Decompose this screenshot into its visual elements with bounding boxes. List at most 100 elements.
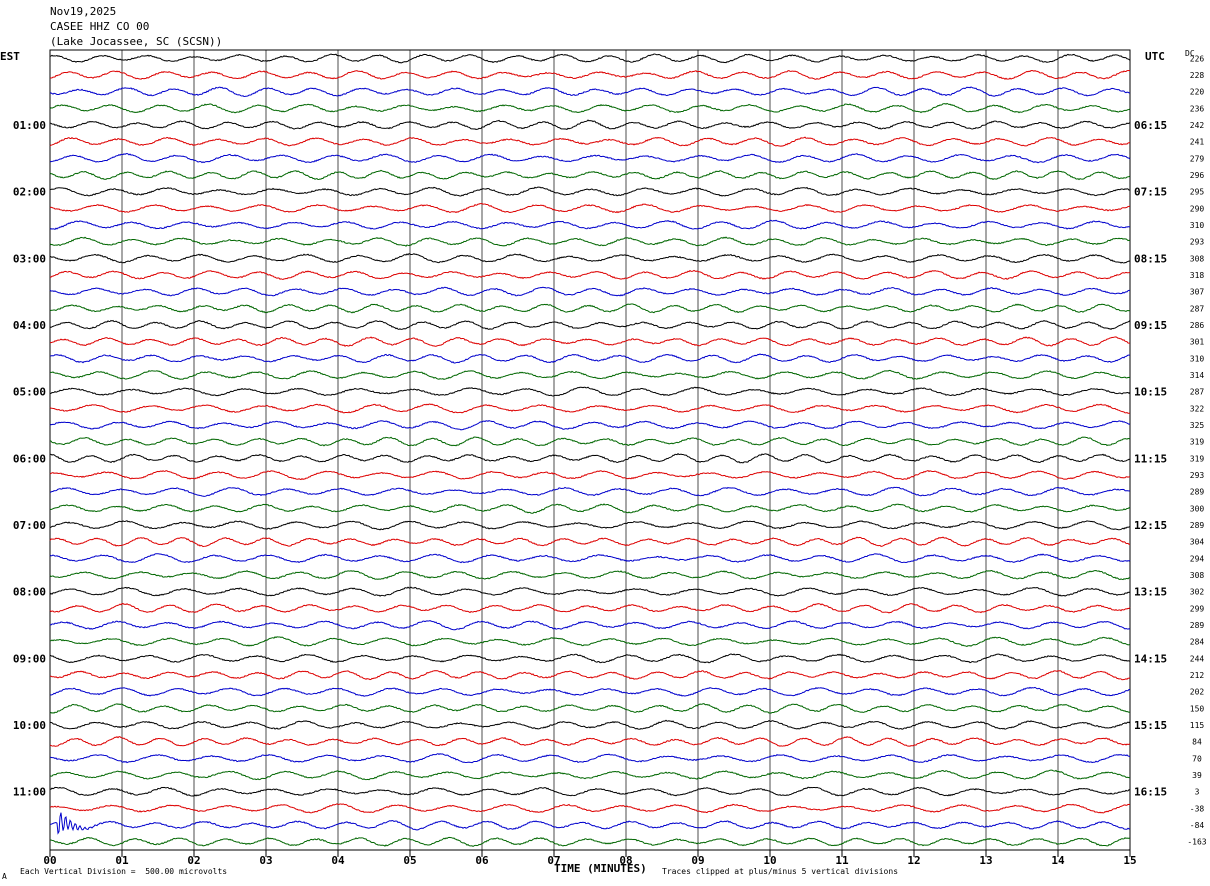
trace-row-9 [49, 203, 1131, 214]
right-hour-label-1: 07:15 [1134, 186, 1167, 199]
dc-value-37: 212 [1190, 671, 1205, 680]
trace-row-23 [49, 436, 1131, 447]
dc-value-46: -84 [1190, 821, 1205, 830]
scale-note: Each Vertical Division = 500.00 microvol… [20, 867, 228, 876]
dc-value-16: 286 [1190, 321, 1205, 330]
trace-row-18 [49, 353, 1131, 364]
left-hour-label-3: 04:00 [13, 319, 46, 332]
dc-label: DC [1185, 49, 1195, 58]
right-hour-label-5: 11:15 [1134, 452, 1167, 465]
right-hour-label-7: 13:15 [1134, 586, 1167, 599]
trace-row-17 [49, 336, 1131, 347]
trace-row-2 [49, 86, 1131, 97]
dc-value-43: 39 [1192, 771, 1202, 780]
dc-value-11: 293 [1190, 238, 1205, 247]
right-hour-label-2: 08:15 [1134, 252, 1167, 265]
header-location: (Lake Jocassee, SC (SCSN)) [50, 35, 223, 48]
trace-row-37 [49, 670, 1131, 681]
left-hour-label-6: 07:00 [13, 519, 46, 532]
dc-value-44: 3 [1195, 788, 1200, 797]
trace-row-16 [49, 319, 1131, 331]
x-tick-label-03: 03 [259, 854, 272, 867]
dc-value-15: 287 [1190, 304, 1205, 313]
trace-row-28 [49, 520, 1131, 531]
trace-row-15 [49, 303, 1131, 314]
dc-value-27: 300 [1190, 504, 1205, 513]
dc-value-25: 293 [1190, 471, 1205, 480]
dc-value-30: 294 [1190, 554, 1205, 563]
left-hour-label-9: 10:00 [13, 719, 46, 732]
dc-value-29: 304 [1190, 538, 1205, 547]
trace-row-45 [49, 803, 1131, 814]
corner-mark: A [2, 872, 7, 881]
x-tick-label-05: 05 [403, 854, 416, 867]
trace-row-42 [49, 753, 1131, 764]
trace-row-5 [49, 136, 1131, 147]
left-hour-label-4: 05:00 [13, 386, 46, 399]
left-hour-label-0: 01:00 [13, 119, 46, 132]
dc-value-17: 301 [1190, 338, 1205, 347]
x-tick-label-09: 09 [691, 854, 704, 867]
trace-row-44 [49, 786, 1131, 797]
trace-row-32 [49, 586, 1131, 597]
x-tick-label-13: 13 [979, 854, 992, 867]
trace-row-8 [49, 186, 1131, 197]
x-tick-label-00: 00 [43, 854, 56, 867]
left-hour-label-7: 08:00 [13, 586, 46, 599]
trace-row-30 [49, 553, 1131, 564]
dc-value-22: 325 [1190, 421, 1205, 430]
trace-row-13 [49, 269, 1131, 280]
trace-row-21 [49, 403, 1131, 414]
right-hour-label-8: 14:15 [1134, 652, 1167, 665]
dc-value-33: 299 [1190, 604, 1205, 613]
dc-value-32: 302 [1190, 588, 1205, 597]
trace-row-39 [49, 703, 1131, 714]
trace-row-25 [49, 469, 1131, 481]
trace-row-29 [49, 536, 1131, 548]
trace-row-35 [49, 636, 1131, 647]
trace-row-4 [49, 119, 1131, 130]
trace-row-27 [49, 503, 1131, 514]
header-date: Nov19,2025 [50, 5, 117, 18]
trace-row-26 [49, 486, 1131, 497]
x-tick-label-11: 11 [835, 854, 849, 867]
trace-row-34 [49, 620, 1131, 631]
dc-value-4: 242 [1190, 121, 1205, 130]
dc-value-12: 308 [1190, 254, 1205, 263]
right-hour-label-9: 15:15 [1134, 719, 1167, 732]
trace-row-10 [49, 219, 1131, 230]
left-hour-label-10: 11:00 [13, 786, 46, 799]
left-timezone-label: EST [0, 50, 20, 63]
dc-value-39: 150 [1190, 704, 1205, 713]
dc-value-28: 289 [1190, 521, 1205, 530]
x-tick-label-12: 12 [907, 854, 920, 867]
right-hour-label-6: 12:15 [1134, 519, 1167, 532]
dc-value-42: 70 [1192, 754, 1202, 763]
dc-value-10: 310 [1190, 221, 1205, 230]
trace-row-40 [49, 719, 1131, 730]
trace-row-3 [49, 102, 1131, 114]
dc-value-26: 289 [1190, 488, 1205, 497]
x-tick-label-15: 15 [1123, 854, 1136, 867]
dc-value-14: 307 [1190, 288, 1205, 297]
dc-value-5: 241 [1190, 138, 1205, 147]
trace-row-22 [49, 420, 1131, 431]
dc-value-31: 308 [1190, 571, 1205, 580]
dc-value-23: 319 [1190, 438, 1205, 447]
dc-value-0: 226 [1190, 54, 1205, 63]
dc-value-21: 322 [1190, 404, 1205, 413]
x-tick-label-04: 04 [331, 854, 345, 867]
x-tick-label-08: 08 [619, 854, 632, 867]
trace-row-6 [49, 153, 1131, 164]
trace-row-43 [49, 769, 1131, 781]
dc-value-19: 314 [1190, 371, 1205, 380]
x-tick-label-06: 06 [475, 854, 489, 867]
right-hour-label-4: 10:15 [1134, 386, 1167, 399]
x-tick-label-02: 02 [187, 854, 200, 867]
dc-value-36: 244 [1190, 654, 1205, 663]
dc-value-2: 220 [1190, 88, 1205, 97]
x-tick-label-01: 01 [115, 854, 129, 867]
dc-value-9: 290 [1190, 204, 1205, 213]
trace-row-47 [49, 836, 1131, 847]
trace-row-33 [49, 603, 1131, 614]
